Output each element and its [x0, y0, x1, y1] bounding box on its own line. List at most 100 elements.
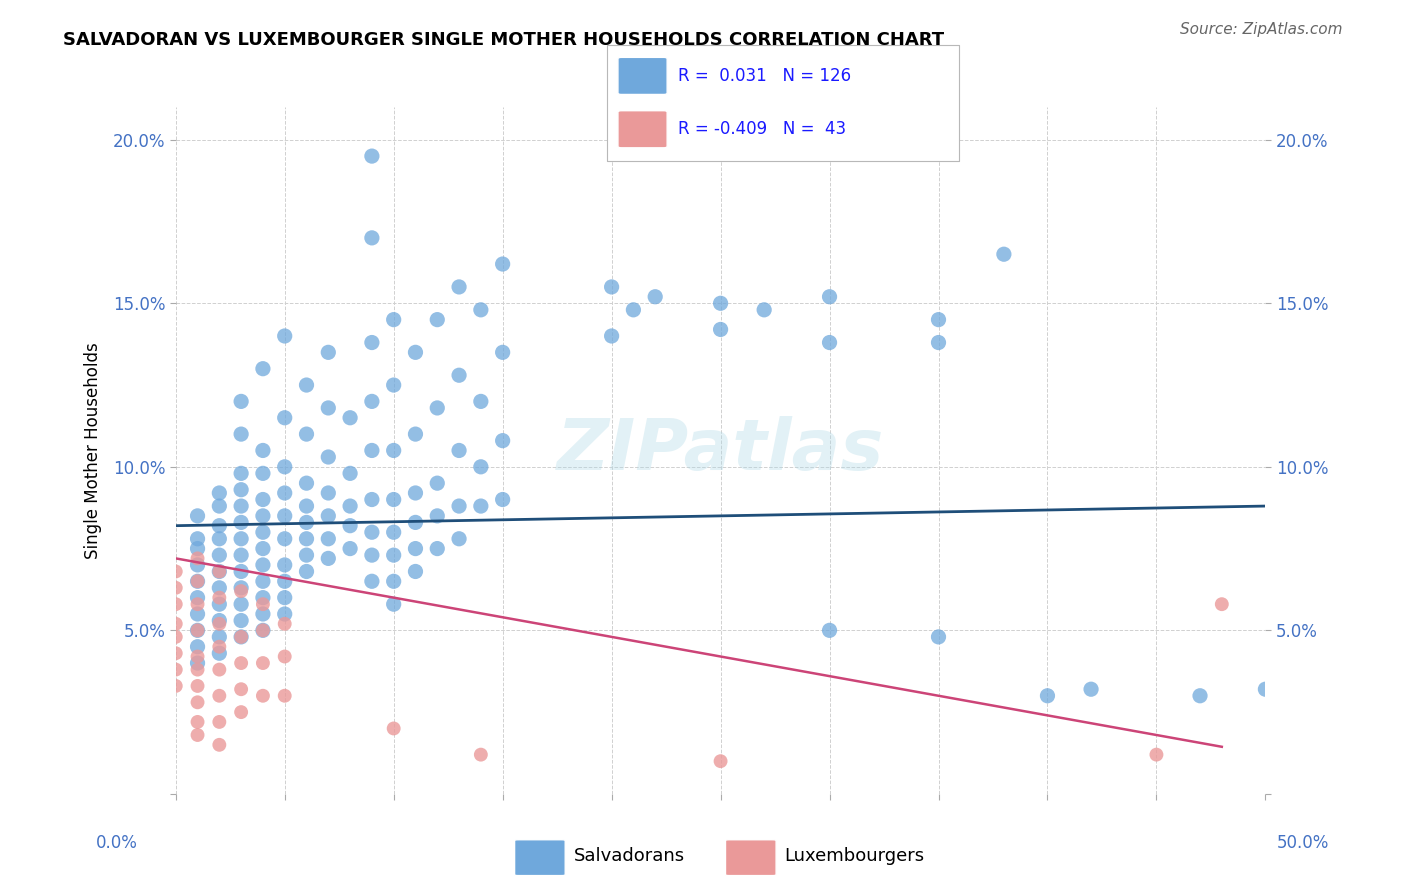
Point: [360, 149, 382, 163]
Point: [231, 597, 253, 611]
Point: [318, 345, 340, 359]
Point: [382, 312, 405, 326]
Point: [360, 335, 382, 350]
Point: [492, 492, 515, 507]
Point: [447, 499, 470, 513]
Point: [382, 597, 405, 611]
Point: [165, 597, 187, 611]
Point: [339, 410, 361, 425]
Point: [231, 532, 253, 546]
Point: [208, 646, 231, 660]
Point: [186, 649, 209, 664]
Point: [165, 616, 187, 631]
Point: [186, 663, 209, 677]
Point: [231, 581, 253, 595]
Point: [186, 597, 209, 611]
Point: [231, 682, 253, 697]
Point: [252, 574, 274, 589]
Point: [360, 492, 382, 507]
Point: [405, 486, 427, 500]
Point: [274, 689, 297, 703]
Point: [1036, 689, 1059, 703]
Point: [382, 378, 405, 392]
Point: [186, 541, 209, 556]
Point: [231, 565, 253, 579]
Text: 50.0%: 50.0%: [1277, 834, 1329, 852]
Point: [405, 427, 427, 442]
Point: [818, 290, 841, 304]
Point: [208, 532, 231, 546]
Point: [470, 499, 492, 513]
Point: [470, 394, 492, 409]
Point: [405, 345, 427, 359]
Point: [295, 516, 318, 530]
Point: [360, 231, 382, 245]
Point: [231, 467, 253, 481]
Point: [318, 401, 340, 415]
Point: [186, 679, 209, 693]
Point: [492, 345, 515, 359]
Point: [447, 532, 470, 546]
Point: [186, 728, 209, 742]
Text: Source: ZipAtlas.com: Source: ZipAtlas.com: [1180, 22, 1343, 37]
Text: SALVADORAN VS LUXEMBOURGER SINGLE MOTHER HOUSEHOLDS CORRELATION CHART: SALVADORAN VS LUXEMBOURGER SINGLE MOTHER…: [63, 31, 945, 49]
Point: [186, 714, 209, 729]
Point: [231, 394, 253, 409]
Text: R = -0.409   N =  43: R = -0.409 N = 43: [678, 120, 846, 138]
Point: [318, 551, 340, 566]
Point: [274, 508, 297, 523]
FancyBboxPatch shape: [617, 57, 666, 95]
Text: ZIPatlas: ZIPatlas: [557, 416, 884, 485]
Point: [492, 434, 515, 448]
Point: [295, 565, 318, 579]
Point: [231, 548, 253, 562]
Point: [274, 616, 297, 631]
Point: [252, 689, 274, 703]
Point: [252, 656, 274, 670]
Point: [470, 459, 492, 474]
Point: [928, 630, 950, 644]
Point: [274, 649, 297, 664]
Point: [208, 565, 231, 579]
Point: [360, 574, 382, 589]
Point: [186, 695, 209, 709]
Point: [231, 630, 253, 644]
Point: [208, 714, 231, 729]
Point: [382, 492, 405, 507]
Point: [1254, 682, 1277, 697]
Point: [339, 541, 361, 556]
Point: [447, 443, 470, 458]
Point: [208, 518, 231, 533]
Point: [295, 532, 318, 546]
Point: [470, 302, 492, 317]
Point: [928, 335, 950, 350]
Point: [426, 401, 449, 415]
Point: [274, 459, 297, 474]
Point: [231, 705, 253, 719]
FancyBboxPatch shape: [725, 839, 776, 876]
FancyBboxPatch shape: [515, 839, 565, 876]
Point: [621, 302, 644, 317]
Point: [231, 630, 253, 644]
Point: [231, 584, 253, 599]
Point: [208, 597, 231, 611]
Point: [208, 616, 231, 631]
Point: [252, 624, 274, 638]
Point: [252, 607, 274, 621]
Point: [252, 525, 274, 540]
Point: [186, 656, 209, 670]
Point: [339, 518, 361, 533]
Point: [186, 591, 209, 605]
Point: [252, 508, 274, 523]
Point: [426, 476, 449, 491]
Point: [165, 630, 187, 644]
Point: [1144, 747, 1167, 762]
Point: [252, 624, 274, 638]
Point: [165, 679, 187, 693]
Point: [208, 486, 231, 500]
Point: [186, 607, 209, 621]
Point: [1080, 682, 1102, 697]
Point: [710, 754, 733, 768]
Point: [274, 607, 297, 621]
Point: [360, 394, 382, 409]
